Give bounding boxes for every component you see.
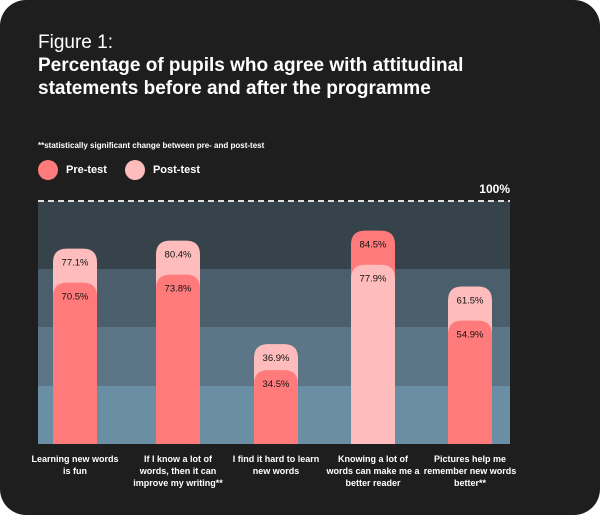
x-tick-label: Learning new words is fun — [31, 454, 119, 476]
pre-test-bar — [254, 370, 298, 444]
pre-test-bar — [53, 282, 97, 444]
pre-test-value-label: 54.9% — [457, 330, 484, 341]
max-label: 100% — [479, 182, 510, 196]
post-test-value-label: 36.9% — [263, 353, 290, 364]
pre-test-value-label: 73.8% — [165, 284, 192, 295]
legend: Pre-test Post-test — [38, 160, 200, 180]
pre-test-bar — [156, 274, 200, 444]
post-test-bar — [351, 264, 395, 444]
significance-note: **statistically significant change betwe… — [38, 141, 265, 150]
legend-pre: Pre-test — [38, 160, 107, 180]
background-band — [38, 201, 510, 269]
legend-pre-label: Pre-test — [66, 164, 107, 176]
legend-post: Post-test — [124, 160, 201, 180]
post-test-value-label: 77.9% — [360, 274, 387, 285]
background-band — [38, 269, 510, 327]
x-tick-label: I find it hard to learn new words — [232, 454, 320, 476]
legend-post-label: Post-test — [152, 164, 201, 176]
pre-test-bar — [448, 320, 492, 444]
pre-test-value-label: 34.5% — [263, 379, 290, 390]
x-tick-label: Knowing a lot of words can make me a bet… — [326, 454, 420, 488]
figure-label: Figure 1: — [38, 32, 113, 53]
legend-post-swatch — [124, 160, 145, 180]
x-tick-label: If I know a lot of words, then it can im… — [133, 454, 223, 488]
pre-test-value-label: 70.5% — [62, 292, 89, 303]
pre-test-value-label: 84.5% — [360, 240, 387, 251]
chart-title: Percentage of pupils who agree with atti… — [38, 55, 464, 99]
post-test-value-label: 61.5% — [457, 296, 484, 307]
post-test-value-label: 77.1% — [62, 258, 89, 269]
legend-pre-swatch — [38, 160, 58, 180]
x-tick-label: Pictures help me remember new words bett… — [423, 454, 517, 488]
post-test-value-label: 80.4% — [165, 250, 192, 261]
